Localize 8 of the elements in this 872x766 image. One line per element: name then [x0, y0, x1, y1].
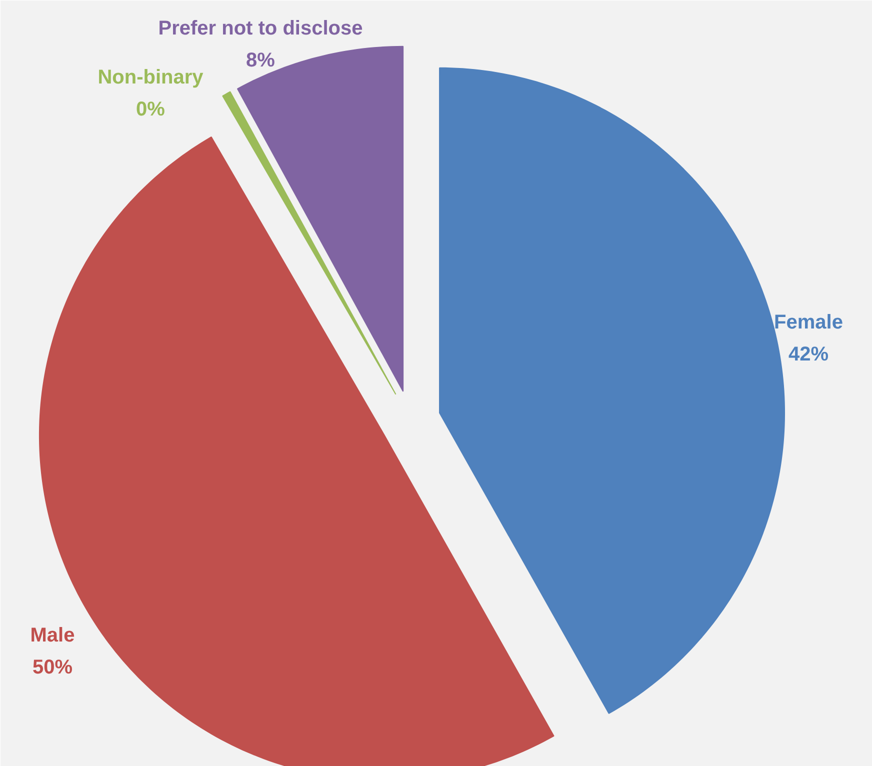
data-label: 50%: [32, 656, 73, 678]
slice-label: Female: [774, 312, 843, 334]
data-label: 42%: [788, 344, 829, 366]
data-label: 8%: [246, 50, 276, 72]
data-label: 0%: [136, 98, 166, 120]
slice-label: Male: [30, 624, 75, 646]
slice-label: Non-binary: [98, 66, 204, 88]
slice-label: Prefer not to disclose: [158, 18, 363, 40]
